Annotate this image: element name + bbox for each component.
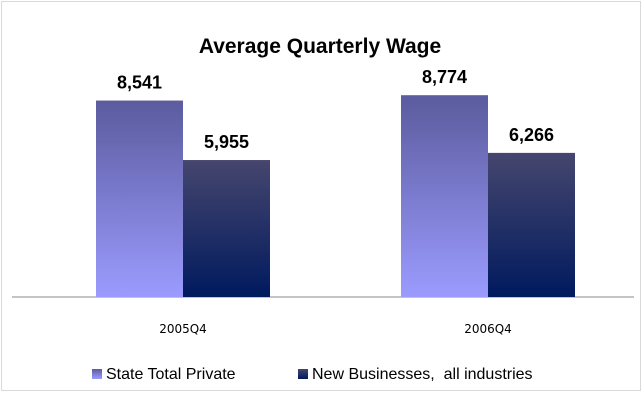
bar-state-total-private-2005q4 xyxy=(96,100,183,297)
chart-title: Average Quarterly Wage xyxy=(199,35,441,58)
bar-state-total-private-2006q4 xyxy=(401,95,488,297)
x-tick-label-2005q4: 2005Q4 xyxy=(159,322,207,336)
legend-label-state-total-private: State Total Private xyxy=(106,366,236,383)
data-label-new-businesses-all-industries-2005q4: 5,955 xyxy=(204,132,249,152)
x-tick-label-2006q4: 2006Q4 xyxy=(464,322,512,336)
legend-swatch-state-total-private xyxy=(92,369,102,379)
bar-new-businesses-all-industries-2005q4 xyxy=(183,160,270,297)
bar-new-businesses-all-industries-2006q4 xyxy=(488,152,575,297)
data-label-state-total-private-2006q4: 8,774 xyxy=(422,67,467,87)
chart-legend: State Total Private New Businesses, all i… xyxy=(92,366,533,383)
legend-label-new-businesses-all-industries: New Businesses, all industries xyxy=(312,366,533,383)
plot-area: 8,541 5,955 2005Q4 8,774 6,266 2006Q4 xyxy=(12,67,634,336)
data-label-new-businesses-all-industries-2006q4: 6,266 xyxy=(509,125,554,145)
legend-swatch-new-businesses-all-industries xyxy=(298,369,308,379)
data-label-state-total-private-2005q4: 8,541 xyxy=(117,73,162,93)
